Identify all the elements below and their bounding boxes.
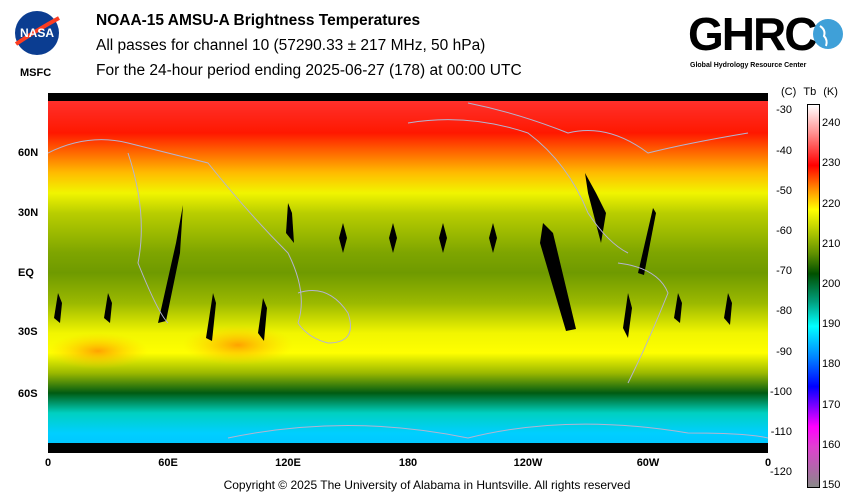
colorbar-kelvin-tick: 210 xyxy=(822,237,841,250)
lat-tick-30s: 30S xyxy=(18,326,38,338)
colorbar-celsius-tick: -100 xyxy=(769,385,792,398)
no-data-band-south xyxy=(48,443,768,453)
lat-tick-eq: EQ xyxy=(18,267,34,279)
lon-tick: 120E xyxy=(275,457,301,469)
msfc-label: MSFC xyxy=(20,67,52,79)
colorbar-unit-k: (K) xyxy=(823,86,838,98)
colorbar-kelvin-tick: 240 xyxy=(822,117,841,130)
chart-subtitle: All passes for channel 10 (57290.33 ± 21… xyxy=(96,37,486,54)
colorbar-celsius-tick: -50 xyxy=(776,184,792,197)
nasa-logo: NASA xyxy=(14,10,60,56)
lat-tick-60n: 60N xyxy=(18,147,39,159)
warm-anomaly xyxy=(183,325,293,365)
brightness-temperature-map xyxy=(48,93,768,453)
lon-tick: 120W xyxy=(513,457,543,469)
lat-tick-60s: 60S xyxy=(18,388,38,400)
colorbar-label-tb: Tb xyxy=(803,86,817,98)
colorbar-celsius-tick: -60 xyxy=(776,225,792,238)
lon-tick: 0 xyxy=(764,457,772,469)
lon-tick: 60W xyxy=(636,457,660,469)
colorbar-kelvin-tick: 180 xyxy=(822,358,841,371)
chart-title: NOAA-15 AMSU-A Brightness Temperatures xyxy=(96,12,421,29)
temperature-field xyxy=(48,93,768,453)
svg-text:NASA: NASA xyxy=(20,26,54,40)
coastlines xyxy=(48,102,768,439)
colorbar-celsius-tick: -30 xyxy=(776,104,792,117)
period-text: For the 24-hour period ending 2025-06-27… xyxy=(96,62,522,79)
colorbar-kelvin-tick: 190 xyxy=(822,318,841,331)
no-data-swath-gaps xyxy=(54,173,732,341)
lat-tick-30n: 30N xyxy=(18,207,39,219)
globe-icon xyxy=(813,19,843,49)
colorbar-celsius-tick: -40 xyxy=(776,144,792,157)
colorbar-kelvin-tick: 200 xyxy=(822,277,841,290)
colorbar-kelvin-tick: 220 xyxy=(822,197,841,210)
colorbar-kelvin-tick: 170 xyxy=(822,398,841,411)
colorbar-celsius-tick: -90 xyxy=(776,345,792,358)
ghrc-logo: GHRC Global Hydrology Resource Center xyxy=(688,10,848,80)
colorbar xyxy=(807,104,820,488)
ghrc-logo-text: GHRC xyxy=(688,8,817,60)
colorbar-celsius-tick: -70 xyxy=(776,265,792,278)
colorbar-header: (C) Tb (K) xyxy=(781,86,838,98)
colorbar-kelvin-tick: 150 xyxy=(822,479,841,491)
colorbar-kelvin-tick: 160 xyxy=(822,438,841,451)
colorbar-kelvin-tick: 230 xyxy=(822,157,841,170)
lon-tick: 0 xyxy=(44,457,52,469)
ghrc-logo-subtitle: Global Hydrology Resource Center xyxy=(690,62,807,69)
lon-tick: 60E xyxy=(158,457,178,469)
no-data-band-north xyxy=(48,93,768,101)
warm-anomaly xyxy=(48,333,148,369)
colorbar-celsius-tick: -80 xyxy=(776,305,792,318)
colorbar-celsius-tick: -120 xyxy=(769,466,792,479)
copyright-text: Copyright © 2025 The University of Alaba… xyxy=(223,478,631,492)
lon-tick: 180 xyxy=(398,457,418,469)
colorbar-unit-c: (C) xyxy=(781,86,797,98)
colorbar-celsius-tick: -110 xyxy=(770,426,792,439)
